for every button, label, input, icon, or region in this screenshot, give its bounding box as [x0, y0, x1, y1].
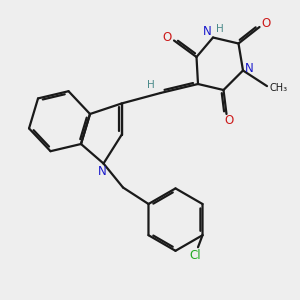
- Text: CH₃: CH₃: [269, 83, 287, 94]
- Text: O: O: [262, 17, 271, 31]
- Text: N: N: [203, 25, 212, 38]
- Text: Cl: Cl: [189, 249, 201, 262]
- Text: H: H: [147, 80, 155, 91]
- Text: O: O: [225, 114, 234, 127]
- Text: N: N: [244, 62, 253, 76]
- Text: N: N: [98, 165, 106, 178]
- Text: O: O: [163, 31, 172, 44]
- Text: H: H: [216, 24, 224, 34]
